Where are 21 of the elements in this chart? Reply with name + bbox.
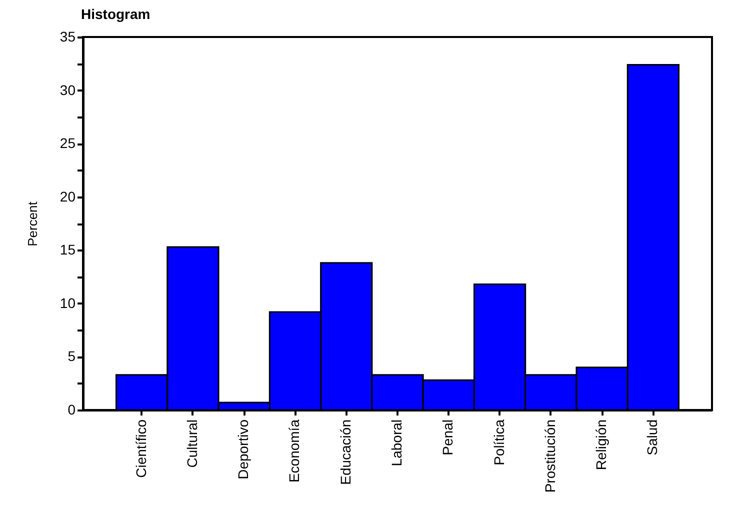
x-tick-label: Educación <box>337 420 354 485</box>
y-tick-label: 5 <box>68 348 76 364</box>
y-tick-label: 15 <box>60 242 76 258</box>
x-tick-label: Deportivo <box>235 419 252 480</box>
y-tick-label: 0 <box>68 402 76 418</box>
x-tick-label: Prostitución <box>542 420 558 493</box>
y-tick-label: 35 <box>60 28 76 44</box>
y-tick-label: 25 <box>60 135 76 152</box>
y-tick-label: 30 <box>60 82 76 98</box>
x-tick-label: Cultural <box>184 420 200 468</box>
chart-title: Histogram <box>81 6 150 22</box>
y-tick-label: 10 <box>60 294 76 311</box>
x-tick-label: Salud <box>644 420 660 456</box>
y-axis-title: Percent <box>24 201 40 246</box>
y-tick-label: 20 <box>60 188 76 204</box>
x-tick-label: Científico <box>132 419 149 478</box>
x-tick-label: Política <box>490 419 507 466</box>
x-tick-label: Religión <box>593 420 610 470</box>
x-tick-label: Penal <box>440 420 456 456</box>
x-tick-label: Economía <box>286 419 302 483</box>
x-tick-label: Laboral <box>388 420 404 466</box>
